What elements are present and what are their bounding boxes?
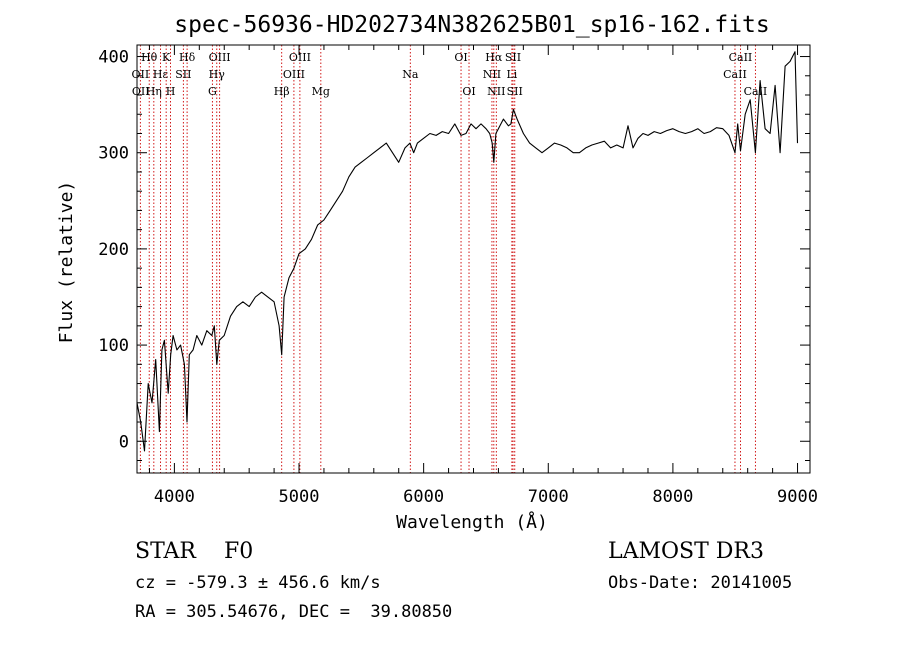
line-label: OII bbox=[132, 85, 150, 98]
line-label: G bbox=[208, 85, 217, 98]
line-label: NII bbox=[487, 85, 505, 98]
axis-ticks bbox=[137, 45, 810, 473]
line-label: Li bbox=[506, 68, 517, 81]
line-label: NII bbox=[483, 68, 501, 81]
line-markers bbox=[139, 45, 756, 473]
line-label: OI bbox=[462, 85, 475, 98]
line-label: CaII bbox=[744, 85, 768, 98]
y-tick-label: 300 bbox=[98, 144, 129, 164]
line-label: CaII bbox=[729, 51, 753, 64]
x-tick-label: 5000 bbox=[279, 487, 320, 507]
line-label: SII bbox=[175, 68, 191, 81]
x-tick-label: 6000 bbox=[403, 487, 444, 507]
line-label: OIII bbox=[209, 51, 231, 64]
x-tick-labels: 4000 5000 6000 7000 8000 9000 bbox=[154, 487, 818, 507]
x-axis-label: Wavelength (Å) bbox=[396, 511, 548, 533]
line-label: Hα bbox=[485, 51, 503, 64]
x-tick-label: 4000 bbox=[154, 487, 195, 507]
line-label: Hε bbox=[153, 68, 169, 81]
y-tick-label: 0 bbox=[119, 432, 129, 452]
line-label: Mg bbox=[312, 85, 330, 98]
y-tick-label: 200 bbox=[98, 240, 129, 260]
line-label: Hγ bbox=[209, 68, 226, 81]
object-classification: STAR F0 bbox=[135, 539, 254, 564]
y-axis-label: Flux (relative) bbox=[56, 181, 77, 344]
spectrum-line bbox=[136, 51, 799, 452]
y-tick-label: 400 bbox=[98, 48, 129, 68]
y-tick-labels: 0 100 200 300 400 bbox=[98, 48, 129, 453]
observation-date: Obs-Date: 20141005 bbox=[608, 573, 793, 593]
line-label: H bbox=[166, 85, 176, 98]
redshift-velocity: cz = -579.3 ± 456.6 km/s bbox=[135, 573, 381, 593]
x-tick-label: 9000 bbox=[777, 487, 818, 507]
survey-name: LAMOST DR3 bbox=[608, 539, 764, 564]
line-label: K bbox=[162, 51, 171, 64]
line-label: OI bbox=[454, 51, 467, 64]
line-label: SII bbox=[505, 51, 521, 64]
plot-frame bbox=[136, 44, 811, 474]
line-label: CaII bbox=[723, 68, 747, 81]
line-label: OIII bbox=[289, 51, 311, 64]
line-label: SII bbox=[507, 85, 523, 98]
y-tick-label: 100 bbox=[98, 336, 129, 356]
sky-coordinates: RA = 305.54676, DEC = 39.80850 bbox=[135, 602, 453, 622]
line-label: Hη bbox=[146, 85, 162, 98]
line-label: Na bbox=[402, 68, 419, 81]
chart-title: spec-56936-HD202734N382625B01_sp16-162.f… bbox=[174, 12, 769, 38]
line-label: Hδ bbox=[179, 51, 196, 64]
line-label: Hβ bbox=[274, 85, 290, 98]
line-label: OIII bbox=[283, 68, 305, 81]
line-label: Hθ bbox=[141, 51, 158, 64]
line-label: OII bbox=[132, 68, 150, 81]
x-tick-label: 8000 bbox=[652, 487, 693, 507]
x-tick-label: 7000 bbox=[528, 487, 569, 507]
